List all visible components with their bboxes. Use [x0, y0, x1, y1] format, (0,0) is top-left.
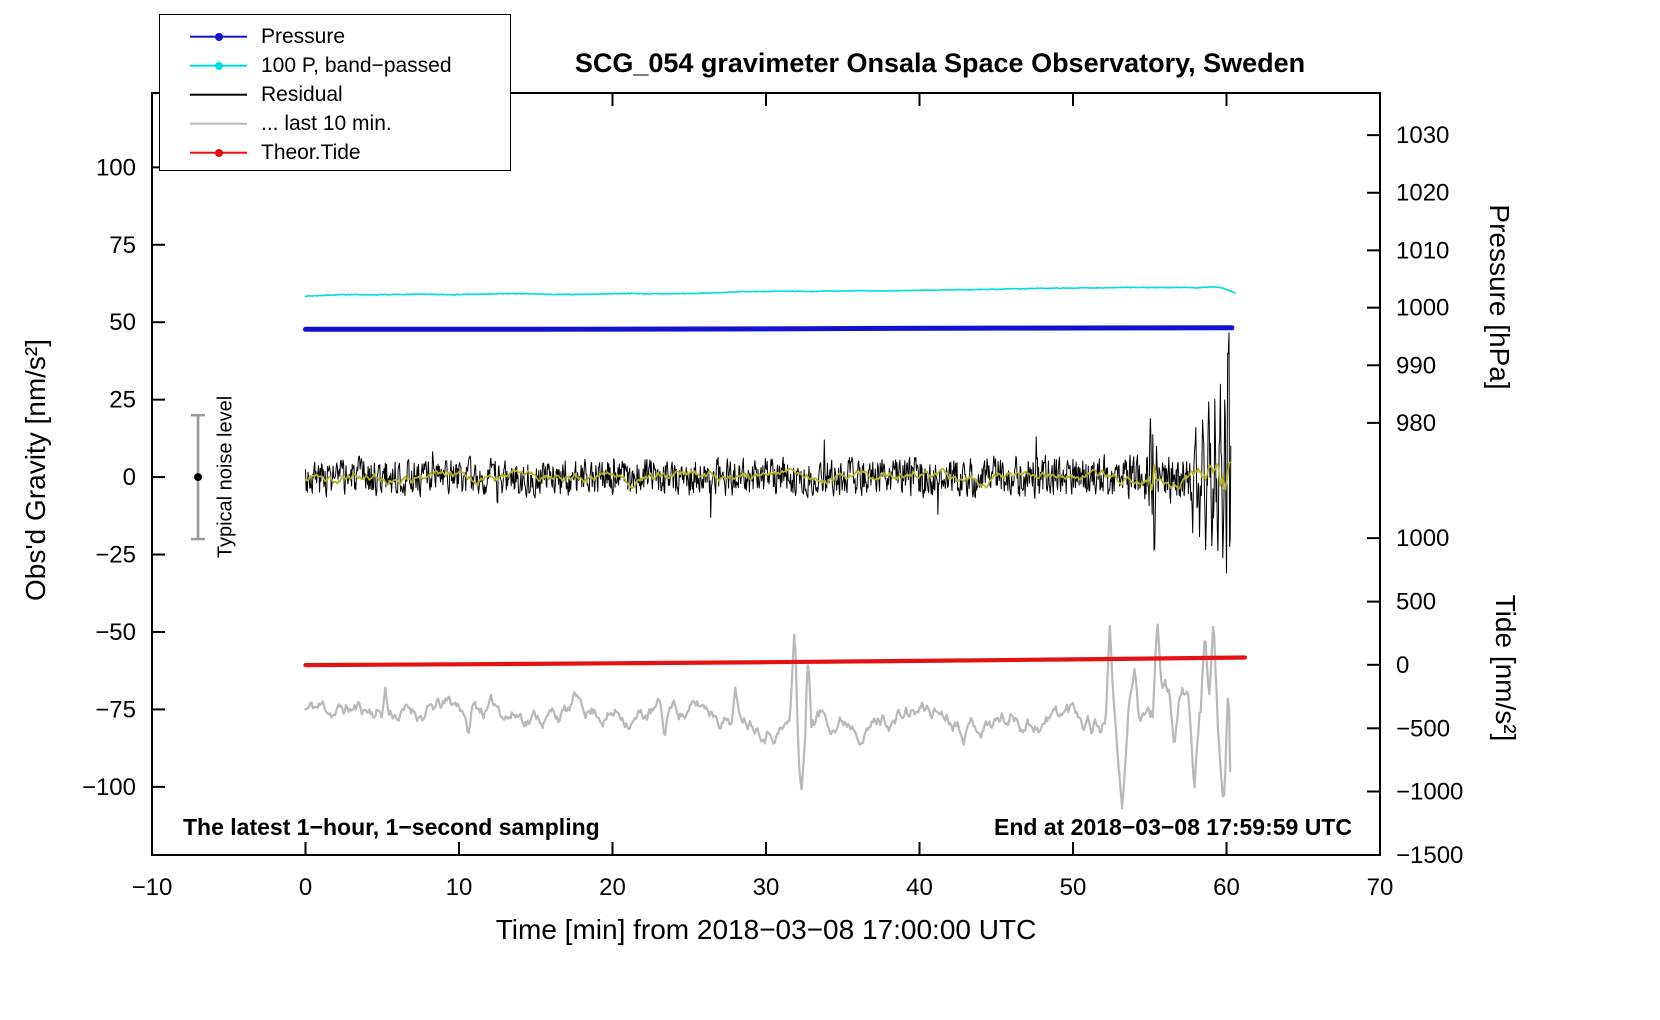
svg-text:1030: 1030	[1396, 122, 1449, 149]
legend-item: 100 P, band−passed	[160, 51, 510, 80]
svg-text:−10: −10	[132, 874, 173, 901]
svg-text:0: 0	[1396, 652, 1409, 679]
svg-text:50: 50	[1060, 874, 1087, 901]
series-pressure	[303, 325, 1235, 332]
svg-text:25: 25	[109, 387, 136, 414]
svg-text:100: 100	[96, 154, 136, 181]
series-theor_tide	[303, 655, 1247, 668]
svg-text:50: 50	[109, 309, 136, 336]
legend-list: Pressure 100 P, band−passed Residual ... la…	[160, 22, 510, 167]
svg-text:−25: −25	[95, 542, 136, 569]
svg-text:0: 0	[299, 874, 312, 901]
svg-text:1020: 1020	[1396, 180, 1449, 207]
legend-item-label: ... last 10 min.	[261, 111, 392, 135]
series-pressure_bandpassed	[304, 285, 1236, 298]
svg-text:0: 0	[123, 464, 136, 491]
legend-marker-line-icon	[190, 31, 247, 43]
svg-text:30: 30	[753, 874, 780, 901]
noise-level-label: Typical noise level	[214, 395, 237, 559]
svg-text:990: 990	[1396, 352, 1436, 379]
legend-marker-line-icon	[190, 60, 247, 72]
legend-item-label: Pressure	[261, 24, 346, 48]
legend-item: Pressure	[160, 22, 510, 51]
svg-text:−1500: −1500	[1396, 842, 1463, 869]
svg-text:10: 10	[446, 874, 473, 901]
legend-item: Theor.Tide	[160, 138, 510, 167]
legend-item: Residual	[160, 80, 510, 109]
legend-item-label: 100 P, band−passed	[261, 53, 452, 77]
series-last_10_min	[304, 623, 1232, 810]
legend-marker-line-icon	[190, 118, 247, 130]
y-axis-label-pressure: Pressure [hPa]	[1484, 204, 1515, 390]
legend-item: ... last 10 min.	[160, 109, 510, 138]
legend-box: Pressure 100 P, band−passed Residual ... la…	[159, 14, 511, 171]
y-axis-label-gravity: Obs'd Gravity [nm/s²]	[20, 338, 51, 602]
svg-text:−1000: −1000	[1396, 779, 1463, 806]
svg-text:−500: −500	[1396, 715, 1450, 742]
svg-text:40: 40	[906, 874, 933, 901]
y-axis-label-tide: Tide [nm/s²]	[1490, 594, 1521, 742]
x-axis-label: Time [min] from 2018−03−08 17:00:00 UTC	[495, 914, 1037, 945]
end-time-annotation: End at 2018−03−08 17:59:59 UTC	[994, 814, 1352, 840]
legend-item-label: Theor.Tide	[261, 140, 361, 164]
legend-marker-line-icon	[190, 89, 247, 101]
svg-text:−50: −50	[95, 619, 136, 646]
svg-text:60: 60	[1213, 874, 1240, 901]
svg-text:−100: −100	[82, 774, 136, 801]
legend-marker-line-icon	[190, 147, 247, 159]
sampling-annotation: The latest 1−hour, 1−second sampling	[183, 814, 600, 840]
svg-text:−75: −75	[95, 696, 136, 723]
svg-text:980: 980	[1396, 410, 1436, 437]
svg-text:70: 70	[1367, 874, 1394, 901]
page-title: SCG_054 gravimeter Onsala Space Observat…	[574, 48, 1306, 78]
legend-item-label: Residual	[261, 82, 343, 106]
svg-text:1010: 1010	[1396, 237, 1449, 264]
svg-text:1000: 1000	[1396, 295, 1449, 322]
series-residual	[305, 332, 1232, 574]
series-residual_filtered	[304, 461, 1232, 491]
svg-text:1000: 1000	[1396, 525, 1449, 552]
svg-text:500: 500	[1396, 589, 1436, 616]
svg-text:75: 75	[109, 232, 136, 259]
svg-text:20: 20	[599, 874, 626, 901]
